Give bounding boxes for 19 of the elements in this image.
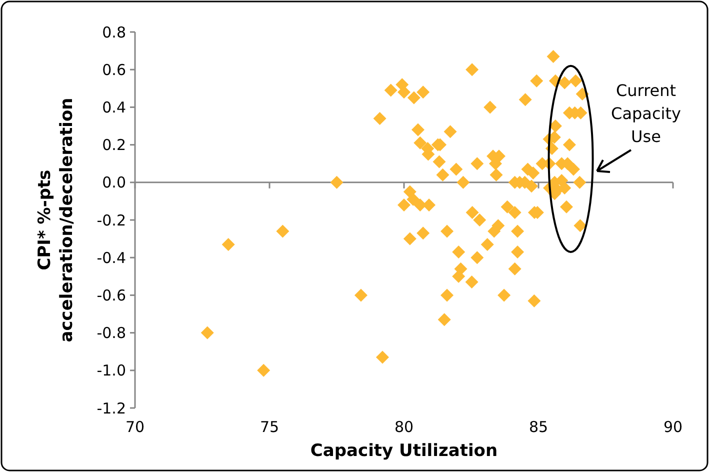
y-tick-label: 0.4 [102, 98, 126, 116]
y-tick-label: 0.8 [102, 23, 126, 42]
x-tick-label: 70 [125, 418, 145, 436]
y-tick-label: -0.6 [96, 286, 126, 304]
y-tick-label: 0.6 [102, 60, 126, 79]
y-tick-label: -0.4 [96, 248, 126, 267]
y-axis-title: CPI* %-pts acceleration/deceleration [35, 98, 77, 342]
x-tick-label: 90 [663, 418, 683, 436]
y-tick-label: -1.2 [96, 399, 126, 418]
y-tick-label: 0.0 [102, 174, 126, 192]
x-tick-label: 80 [394, 418, 414, 436]
x-tick-label: 75 [260, 418, 280, 436]
x-axis-title: Capacity Utilization [310, 441, 498, 461]
y-tick-label: -1.0 [96, 362, 126, 380]
y-tick-label: -0.2 [96, 211, 126, 230]
y-tick-label: -0.8 [96, 324, 126, 342]
annotation: Current Capacity Use [611, 81, 681, 146]
y-tick-label: 0.2 [102, 136, 126, 154]
x-tick-label: 85 [528, 418, 548, 436]
